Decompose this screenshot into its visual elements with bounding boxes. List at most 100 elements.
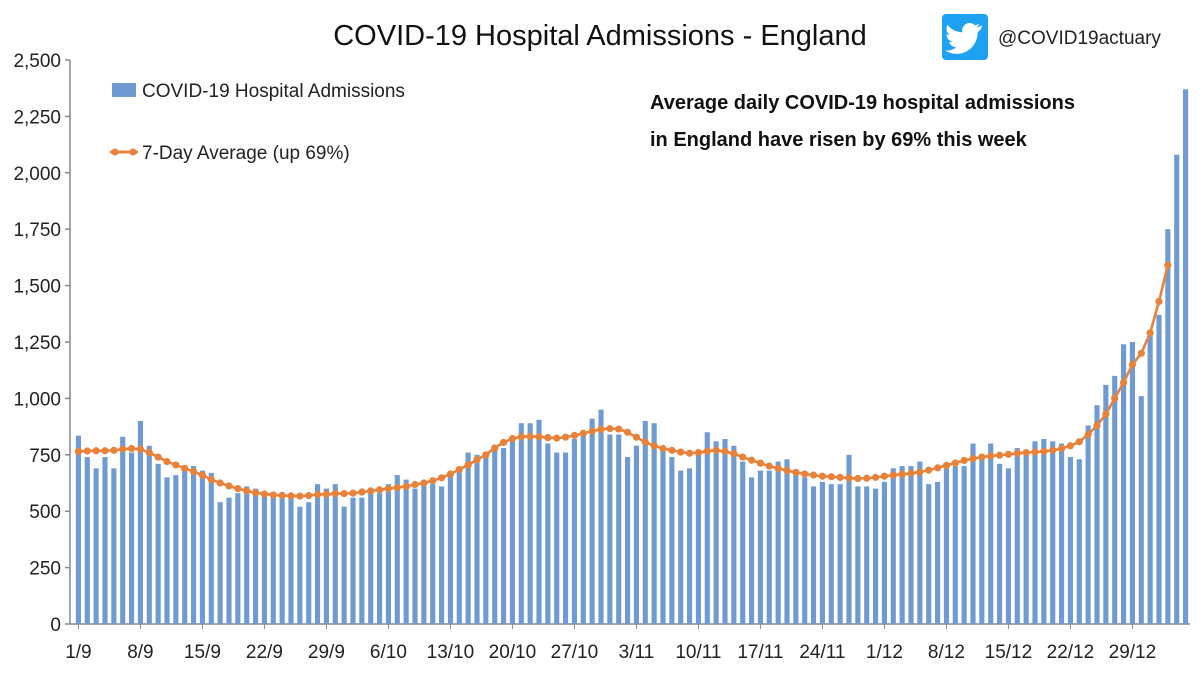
admissions-bar (1165, 229, 1171, 624)
admissions-bar (1174, 154, 1180, 624)
average-point (225, 482, 233, 490)
admissions-bar (571, 439, 577, 624)
x-tick-label: 6/10 (370, 642, 407, 663)
admissions-bar (1156, 314, 1162, 624)
admissions-bar (146, 445, 152, 624)
average-point (1066, 442, 1075, 450)
y-tick-label: 1,750 (13, 220, 61, 241)
admissions-bar (182, 468, 188, 624)
average-point (1137, 349, 1145, 357)
average-point (446, 470, 455, 478)
admissions-bar (545, 443, 551, 624)
average-point (251, 489, 260, 497)
average-point (995, 451, 1004, 459)
average-point (154, 453, 162, 461)
admissions-bar (687, 468, 693, 624)
average-point (322, 490, 331, 498)
average-point (898, 470, 906, 478)
admissions-bar (731, 445, 737, 624)
admissions-bar (775, 461, 781, 624)
admissions-bar (881, 481, 887, 624)
admissions-bar (439, 486, 445, 624)
admissions-bar (1005, 468, 1011, 624)
admissions-bar (323, 488, 329, 624)
admissions-bar (261, 493, 267, 624)
y-tick-label: 1,500 (13, 277, 61, 298)
admissions-bar (660, 448, 666, 624)
average-point (987, 452, 995, 460)
admissions-bar (1121, 344, 1127, 624)
admissions-bar (93, 468, 99, 624)
average-point (925, 466, 933, 474)
admissions-bar (173, 475, 179, 624)
average-point (83, 447, 91, 455)
admissions-bar (1032, 441, 1038, 624)
chart-title: COVID-19 Hospital Admissions - England (333, 20, 867, 52)
twitter-handle[interactable]: @COVID19actuary (998, 28, 1161, 49)
admissions-bar (598, 409, 604, 624)
average-point (296, 492, 304, 500)
y-tick-label: 750 (29, 446, 61, 467)
admissions-bar (341, 506, 347, 624)
x-tick-label: 29/9 (308, 642, 345, 663)
admissions-bar (988, 443, 994, 624)
twitter-handle-group[interactable]: @COVID19actuary (942, 14, 1161, 60)
x-tick-label: 20/10 (489, 642, 537, 663)
legend-line-marker (129, 148, 137, 156)
admissions-bar (784, 459, 790, 624)
average-point (313, 490, 322, 499)
average-point (508, 434, 517, 443)
average-point (420, 479, 428, 487)
average-point (1155, 297, 1163, 305)
average-point (526, 432, 534, 440)
average-point (712, 446, 720, 454)
average-point (677, 448, 685, 456)
admissions-bar (970, 443, 976, 624)
admissions-bar (102, 457, 108, 624)
average-point (854, 474, 862, 483)
average-point (163, 457, 171, 466)
average-line (78, 264, 1170, 498)
admissions-bar (465, 452, 471, 624)
admissions-bar (1183, 89, 1189, 624)
average-point (632, 433, 641, 441)
average-point (1102, 410, 1110, 418)
admissions-bar (1085, 425, 1091, 624)
admissions-bar (359, 497, 365, 624)
x-tick-label: 22/12 (1047, 642, 1095, 663)
admissions-bar (740, 461, 746, 624)
admissions-bar (350, 497, 356, 624)
average-point (615, 425, 623, 433)
average-point (792, 468, 800, 476)
admissions-bar (75, 435, 81, 624)
admissions-bar (1014, 448, 1020, 624)
admissions-bar (1041, 439, 1047, 624)
average-point (402, 482, 410, 490)
y-tick-label: 2,500 (13, 51, 61, 72)
average-point (234, 485, 242, 493)
x-tick-label: 24/11 (799, 642, 845, 663)
admissions-bar (695, 454, 701, 624)
average-point (1128, 360, 1137, 369)
admissions-bar (377, 493, 383, 624)
average-point (809, 471, 818, 479)
admissions-bar (704, 432, 710, 624)
average-point (243, 487, 251, 495)
admissions-bar (447, 475, 453, 624)
admissions-bar (554, 452, 560, 624)
average-point (464, 461, 472, 469)
x-tick-label: 27/10 (551, 642, 599, 663)
admissions-bar (811, 486, 817, 624)
admissions-bar (607, 434, 613, 624)
admissions-bar (191, 466, 197, 624)
admissions-bar (899, 466, 905, 624)
average-point (1093, 421, 1101, 430)
average-point (305, 492, 313, 500)
admissions-bar (474, 454, 480, 624)
admissions-bars (75, 89, 1189, 624)
average-point (880, 472, 889, 480)
average-point (517, 433, 525, 441)
average-point (74, 447, 83, 456)
admissions-bar (403, 479, 409, 624)
average-line-group (74, 261, 1172, 500)
